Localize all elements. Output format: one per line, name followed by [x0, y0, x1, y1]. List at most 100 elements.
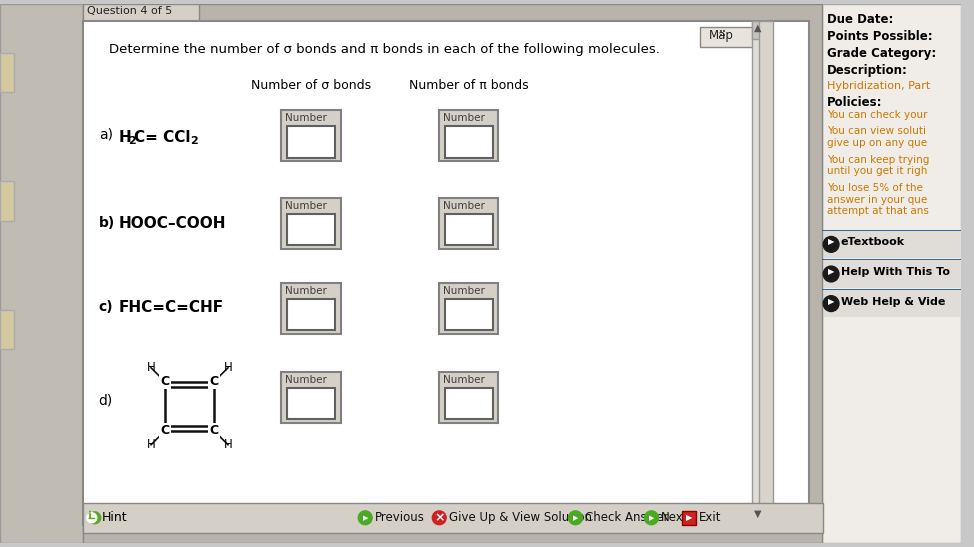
Text: C: C — [161, 424, 169, 438]
Bar — [724, 30, 726, 32]
Text: Points Possible:: Points Possible: — [827, 30, 933, 43]
Text: H: H — [147, 361, 156, 374]
Bar — [0, 181, 14, 220]
Text: Number: Number — [443, 201, 485, 211]
Text: Number: Number — [285, 286, 327, 296]
Text: d): d) — [98, 393, 113, 408]
Text: C: C — [161, 375, 169, 388]
Text: C: C — [209, 424, 219, 438]
Text: Exit: Exit — [698, 511, 722, 524]
Bar — [445, 387, 493, 419]
Bar — [822, 290, 961, 317]
Text: eTextbook: eTextbook — [841, 237, 905, 247]
Bar — [752, 507, 767, 525]
Text: ▼: ▼ — [754, 509, 762, 519]
Bar — [439, 283, 499, 334]
Bar — [0, 53, 14, 92]
Text: ▶: ▶ — [686, 513, 693, 522]
Bar — [83, 21, 809, 525]
Bar — [281, 372, 341, 423]
Bar — [287, 126, 335, 158]
Bar — [445, 126, 493, 158]
Bar — [822, 3, 961, 544]
Bar — [682, 511, 695, 525]
Bar — [281, 110, 341, 161]
Bar — [287, 387, 335, 419]
Text: Hybridization, Part: Hybridization, Part — [827, 80, 930, 91]
Bar — [759, 21, 772, 525]
Bar — [822, 231, 961, 258]
Text: ×: × — [434, 511, 444, 524]
Text: FHC=C=CHF: FHC=C=CHF — [119, 300, 224, 315]
Text: Hint: Hint — [101, 511, 128, 524]
Text: Next: Next — [661, 511, 689, 524]
Text: HOOC–COOH: HOOC–COOH — [119, 216, 226, 231]
Text: You lose 5% of the
answer in your que
attempt at that ans: You lose 5% of the answer in your que at… — [827, 183, 929, 217]
Text: ▶: ▶ — [362, 515, 368, 521]
Circle shape — [358, 511, 372, 525]
Bar — [822, 260, 961, 288]
Text: ▶: ▶ — [573, 515, 579, 521]
Text: ℹ: ℹ — [88, 511, 93, 521]
Text: Determine the number of σ bonds and π bonds in each of the following molecules.: Determine the number of σ bonds and π bo… — [108, 43, 659, 56]
Text: C: C — [209, 375, 219, 388]
Bar — [445, 299, 493, 330]
Bar — [822, 259, 961, 260]
Text: Check Answer: Check Answer — [585, 511, 669, 524]
Text: Grade Category:: Grade Category: — [827, 47, 936, 60]
Text: You can keep trying
until you get it righ: You can keep trying until you get it rig… — [827, 155, 929, 176]
Bar — [281, 198, 341, 249]
Text: Number: Number — [285, 375, 327, 385]
Text: b): b) — [98, 216, 115, 230]
Bar — [83, 3, 822, 544]
Circle shape — [89, 512, 100, 523]
Bar — [287, 299, 335, 330]
Text: Number of π bonds: Number of π bonds — [409, 79, 529, 91]
Text: Number: Number — [285, 201, 327, 211]
Circle shape — [825, 268, 837, 280]
Bar — [439, 198, 499, 249]
Bar — [445, 214, 493, 246]
Text: Help With This To: Help With This To — [841, 267, 950, 277]
Text: Policies:: Policies: — [827, 96, 882, 109]
Text: Previous: Previous — [375, 511, 425, 524]
Text: H: H — [119, 130, 131, 145]
Text: You can view soluti
give up on any que: You can view soluti give up on any que — [827, 126, 927, 148]
Circle shape — [823, 236, 839, 252]
Text: H: H — [224, 438, 233, 451]
Text: Number: Number — [443, 375, 485, 385]
Bar — [720, 30, 722, 32]
Text: 2: 2 — [191, 136, 199, 146]
Text: ▶: ▶ — [828, 267, 835, 276]
Bar — [0, 310, 14, 349]
Bar — [720, 34, 722, 36]
Bar — [0, 3, 83, 544]
Text: c): c) — [98, 300, 113, 313]
Text: H: H — [224, 361, 233, 374]
Text: Description:: Description: — [827, 64, 908, 77]
Text: ▶: ▶ — [828, 237, 835, 247]
Bar — [752, 21, 767, 39]
Text: Web Help & Vide: Web Help & Vide — [841, 296, 946, 307]
Bar — [822, 230, 961, 231]
Text: C= CCl: C= CCl — [134, 130, 191, 145]
Text: Number of σ bonds: Number of σ bonds — [251, 79, 371, 91]
Bar — [724, 34, 726, 36]
Bar — [439, 372, 499, 423]
Circle shape — [825, 238, 837, 251]
Circle shape — [432, 511, 446, 525]
Text: ▶: ▶ — [649, 515, 655, 521]
Bar — [699, 27, 754, 47]
Text: Give Up & View Solution: Give Up & View Solution — [449, 511, 592, 524]
Circle shape — [823, 296, 839, 311]
Text: Number: Number — [443, 286, 485, 296]
Bar — [83, 503, 823, 533]
Text: a): a) — [98, 128, 113, 142]
Text: Number: Number — [443, 113, 485, 123]
Text: Number: Number — [285, 113, 327, 123]
Text: You can check your: You can check your — [827, 110, 927, 120]
Text: Question 4 of 5: Question 4 of 5 — [87, 5, 172, 15]
Bar — [287, 214, 335, 246]
Circle shape — [569, 511, 582, 525]
Circle shape — [87, 513, 96, 523]
